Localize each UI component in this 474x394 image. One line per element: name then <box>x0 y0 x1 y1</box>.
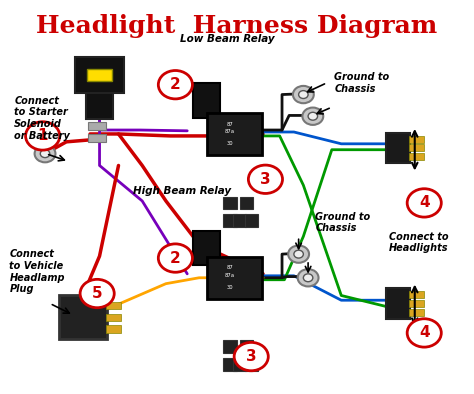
Text: 2: 2 <box>170 251 181 266</box>
FancyBboxPatch shape <box>106 314 121 321</box>
Text: 3: 3 <box>260 172 271 187</box>
Text: Connect
to Vehicle
Headlamp
Plug: Connect to Vehicle Headlamp Plug <box>9 249 65 294</box>
FancyBboxPatch shape <box>233 214 246 227</box>
Circle shape <box>158 244 192 272</box>
Text: 3: 3 <box>246 349 256 364</box>
Text: 87a: 87a <box>225 130 235 134</box>
Circle shape <box>303 274 313 282</box>
FancyBboxPatch shape <box>240 197 253 209</box>
FancyBboxPatch shape <box>223 340 237 353</box>
FancyBboxPatch shape <box>87 69 112 81</box>
Text: 30: 30 <box>227 285 233 290</box>
FancyBboxPatch shape <box>192 84 219 117</box>
Text: Ground to
Chassis: Ground to Chassis <box>315 212 371 233</box>
Circle shape <box>299 91 308 98</box>
FancyBboxPatch shape <box>409 309 424 316</box>
FancyBboxPatch shape <box>223 358 237 371</box>
Circle shape <box>308 112 318 120</box>
FancyBboxPatch shape <box>75 57 124 93</box>
FancyBboxPatch shape <box>88 122 106 130</box>
Circle shape <box>40 150 50 158</box>
Text: Connect to
Headlights: Connect to Headlights <box>389 232 448 253</box>
FancyBboxPatch shape <box>409 136 424 143</box>
FancyBboxPatch shape <box>240 340 253 353</box>
FancyBboxPatch shape <box>106 302 121 309</box>
FancyBboxPatch shape <box>409 300 424 307</box>
Circle shape <box>158 71 192 99</box>
Circle shape <box>80 279 114 308</box>
Text: 87: 87 <box>227 122 233 126</box>
Text: 5: 5 <box>92 286 102 301</box>
FancyBboxPatch shape <box>245 214 258 227</box>
FancyBboxPatch shape <box>88 134 106 142</box>
Text: 30: 30 <box>227 141 233 146</box>
Text: Low Beam Relay: Low Beam Relay <box>180 34 275 45</box>
FancyBboxPatch shape <box>86 86 113 119</box>
Circle shape <box>248 165 283 193</box>
Circle shape <box>288 245 309 263</box>
Circle shape <box>298 269 319 286</box>
FancyBboxPatch shape <box>192 231 219 266</box>
Circle shape <box>407 189 441 217</box>
Circle shape <box>294 250 303 258</box>
FancyBboxPatch shape <box>409 291 424 298</box>
FancyBboxPatch shape <box>207 257 262 299</box>
FancyBboxPatch shape <box>409 153 424 160</box>
FancyBboxPatch shape <box>106 325 121 333</box>
Text: Connect
to Starter
Solenoid
or Battery: Connect to Starter Solenoid or Battery <box>14 96 70 141</box>
FancyBboxPatch shape <box>409 144 424 151</box>
Circle shape <box>407 319 441 347</box>
Text: Headlight  Harness Diagram: Headlight Harness Diagram <box>36 14 438 38</box>
FancyBboxPatch shape <box>223 214 237 227</box>
Text: High Beam Relay: High Beam Relay <box>133 186 231 196</box>
FancyBboxPatch shape <box>386 288 410 318</box>
FancyBboxPatch shape <box>233 358 246 371</box>
Circle shape <box>293 86 314 103</box>
FancyBboxPatch shape <box>245 358 258 371</box>
Circle shape <box>302 108 323 125</box>
Text: Ground to
Chassis: Ground to Chassis <box>334 72 390 93</box>
Text: 87a: 87a <box>225 273 235 278</box>
Circle shape <box>234 342 268 371</box>
Text: 2: 2 <box>170 77 181 92</box>
Circle shape <box>35 145 55 162</box>
Text: 87: 87 <box>227 266 233 270</box>
Text: 4: 4 <box>419 325 429 340</box>
FancyBboxPatch shape <box>207 113 262 155</box>
Text: 1: 1 <box>37 128 48 143</box>
Circle shape <box>26 122 60 150</box>
FancyBboxPatch shape <box>59 295 107 339</box>
FancyBboxPatch shape <box>386 133 410 163</box>
FancyBboxPatch shape <box>223 197 237 209</box>
Text: 4: 4 <box>419 195 429 210</box>
